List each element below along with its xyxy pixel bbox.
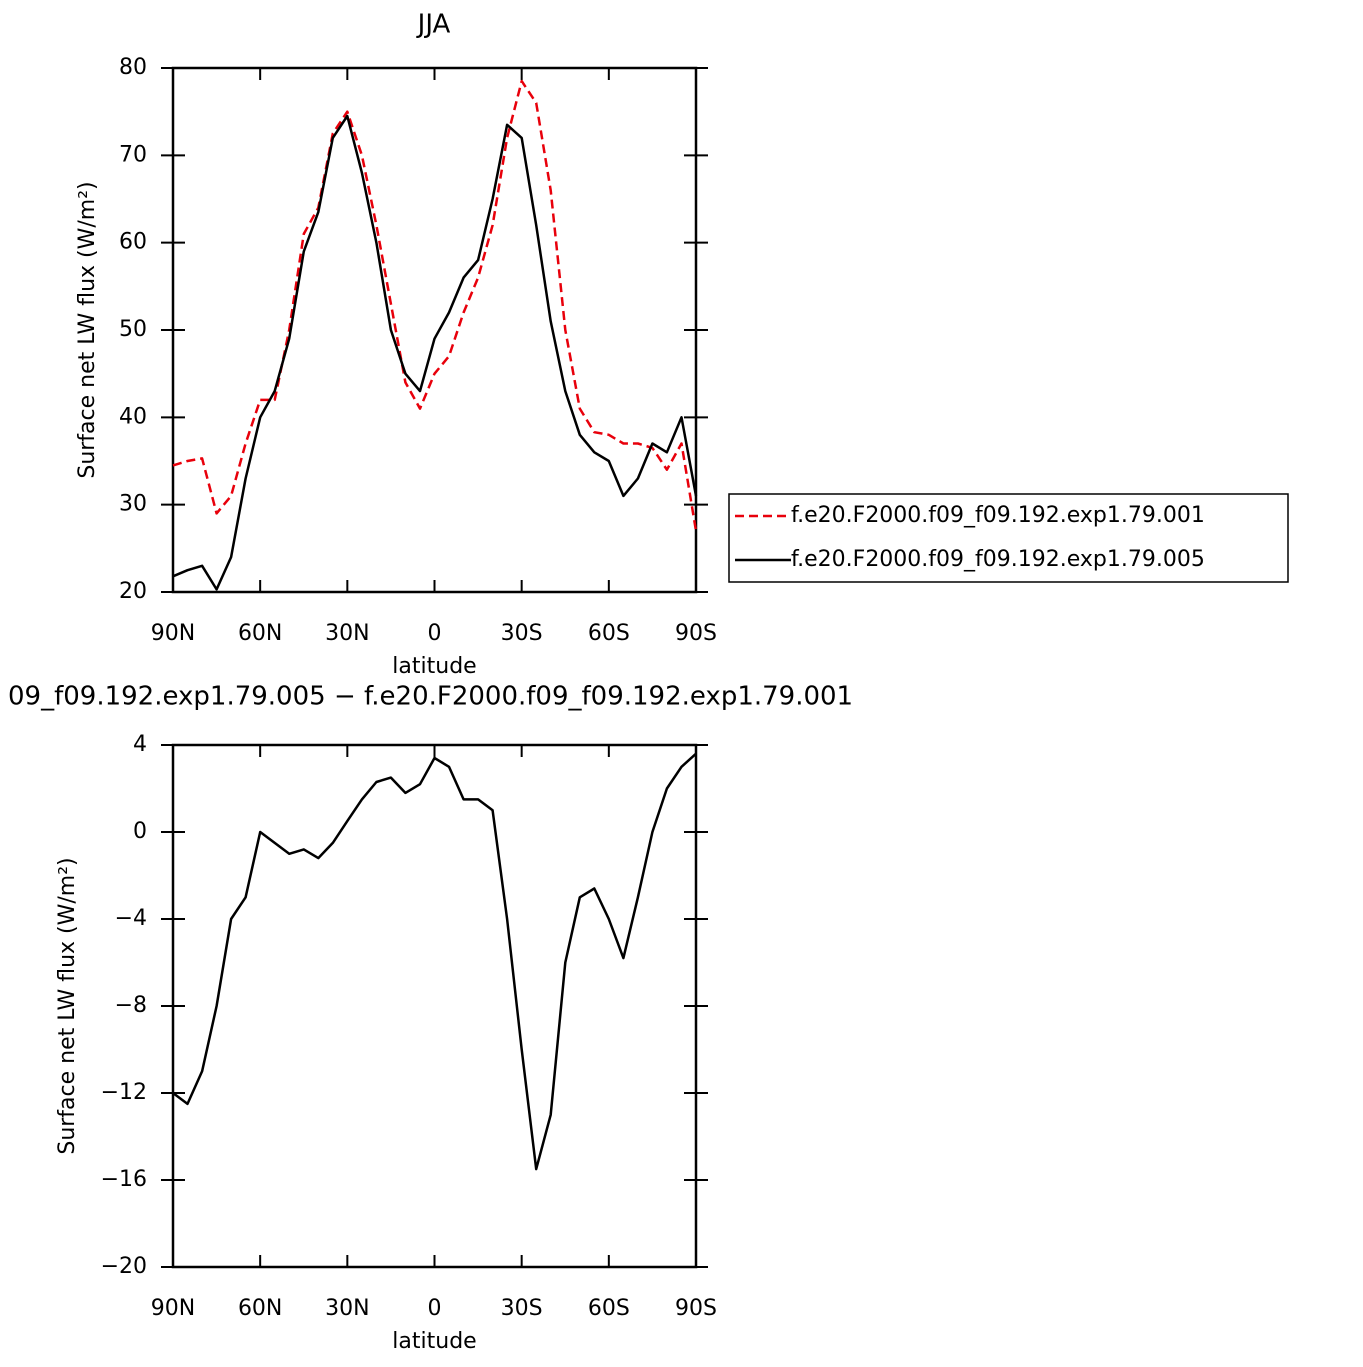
y-tick-label: −4 — [115, 906, 147, 931]
y-tick-label: 60 — [119, 230, 147, 255]
line-series — [172, 79, 698, 532]
x-tick-label: 0 — [428, 1296, 442, 1321]
x-tick-label: 60S — [588, 621, 630, 646]
y-tick-label: 70 — [119, 142, 147, 167]
y-tick-label: −16 — [101, 1167, 147, 1192]
x-tick-label: 90N — [151, 621, 195, 646]
legend-label: f.e20.F2000.f09_f09.192.exp1.79.005 — [791, 547, 1205, 572]
x-tick-label: 60N — [238, 1296, 282, 1321]
y-tick-label: 50 — [119, 317, 147, 342]
x-axis-label: latitude — [392, 654, 476, 679]
y-tick-label: 30 — [119, 492, 147, 517]
y-tick-label: 4 — [133, 732, 147, 757]
y-tick-label: 80 — [119, 55, 147, 80]
legend-label: f.e20.F2000.f09_f09.192.exp1.79.001 — [791, 503, 1205, 528]
x-tick-label: 30S — [501, 1296, 543, 1321]
y-axis-label: Surface net LW flux (W/m²) — [75, 181, 100, 478]
y-tick-label: 40 — [119, 404, 147, 429]
x-tick-label: 90S — [675, 621, 717, 646]
line-series — [172, 114, 698, 591]
y-tick-label: 0 — [133, 819, 147, 844]
plot-frame — [171, 66, 698, 594]
line-series — [172, 752, 697, 1171]
x-tick-label: 30N — [325, 1296, 369, 1321]
x-tick-label: 0 — [428, 621, 442, 646]
chart-title: JJA — [416, 10, 451, 40]
legend-box — [728, 493, 1289, 583]
x-tick-label: 90N — [151, 1296, 195, 1321]
y-tick-label: 20 — [119, 579, 147, 604]
y-axis-label: Surface net LW flux (W/m²) — [55, 857, 80, 1154]
x-tick-label: 90S — [675, 1296, 717, 1321]
chart-title: 09_f09.192.exp1.79.005 − f.e20.F2000.f09… — [8, 682, 853, 712]
x-tick-label: 30S — [501, 621, 543, 646]
x-tick-label: 60S — [588, 1296, 630, 1321]
y-tick-label: −8 — [115, 993, 147, 1018]
x-tick-label: 60N — [238, 621, 282, 646]
y-tick-label: −20 — [101, 1254, 147, 1279]
y-tick-label: −12 — [101, 1080, 147, 1105]
x-axis-label: latitude — [392, 1329, 476, 1354]
plot-frame — [171, 743, 698, 1269]
x-tick-label: 30N — [325, 621, 369, 646]
